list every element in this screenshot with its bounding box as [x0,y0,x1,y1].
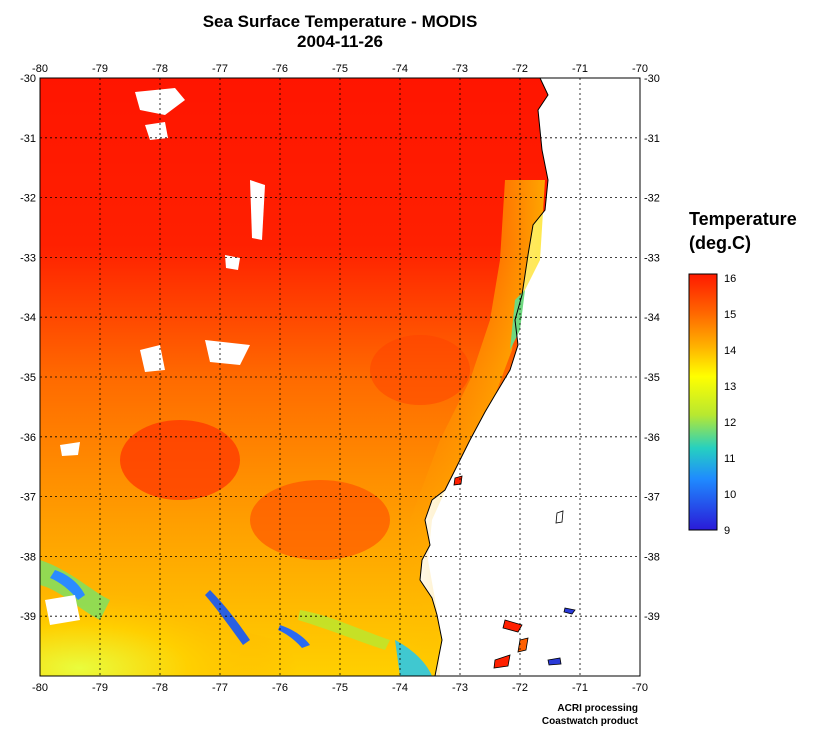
x-tick-label-top: -74 [392,63,408,75]
legend-units: (deg.C) [689,233,751,253]
y-tick-label-left: -31 [20,133,36,145]
x-tick-label-top: -79 [92,63,108,75]
x-tick-label-bottom: -74 [392,682,408,694]
y-tick-label-right: -30 [644,73,660,85]
x-tick-label-top: -75 [332,63,348,75]
x-tick-label-bottom: -77 [212,682,228,694]
y-tick-label-right: -38 [644,551,660,563]
colorbar [688,273,718,531]
y-tick-label-right: -35 [644,372,660,384]
y-tick-label-left: -37 [20,492,36,504]
y-tick-label-right: -37 [644,492,660,504]
y-tick-label-right: -39 [644,611,660,623]
credit-product: Coastwatch product [541,716,638,727]
colorbar-tick-label: 15 [724,309,736,321]
y-tick-label-left: -34 [20,312,36,324]
y-tick-label-right: -33 [644,252,660,264]
x-tick-label-top: -73 [452,63,468,75]
grid-lines [40,78,640,676]
x-tick-label-bottom: -71 [572,682,588,694]
y-tick-label-right: -31 [644,133,660,145]
coastal-islands [453,475,576,669]
x-tick-label-top: -77 [212,63,228,75]
y-tick-label-right: -34 [644,312,660,324]
x-tick-label-bottom: -76 [272,682,288,694]
map-date: 2004-11-26 [296,32,384,51]
x-tick-label-top: -72 [512,63,528,75]
ocean-field [40,78,548,676]
colorbar-tick-label: 14 [724,345,736,357]
y-tick-label-left: -38 [20,551,36,563]
x-tick-label-top: -71 [572,63,588,75]
x-tick-label-top: -70 [632,63,648,75]
credit-processing: ACRI processing [557,703,638,714]
y-tick-label-right: -36 [644,432,660,444]
y-tick-label-left: -32 [20,193,36,205]
coastline [419,77,549,677]
y-tick-label-left: -30 [20,73,36,85]
axis-tick-labels: -80 -80 -79 -79 -78 -78 -77 -77 -76 -76 -75 -75 -74 -… [20,63,660,694]
x-tick-label-bottom: -78 [152,682,168,694]
x-tick-label-bottom: -80 [32,682,48,694]
y-tick-label-left: -35 [20,372,36,384]
colorbar-tick-label: 10 [724,489,736,501]
colorbar-tick-label: 16 [724,273,736,285]
colorbar-tick-label: 12 [724,417,736,429]
x-tick-label-bottom: -72 [512,682,528,694]
map-title: Sea Surface Temperature - MODIS [202,12,478,31]
x-tick-label-top: -80 [32,63,48,75]
y-tick-label-left: -33 [20,252,36,264]
colorbar-tick-label: 9 [724,525,730,537]
x-tick-label-top: -76 [272,63,288,75]
x-tick-label-bottom: -70 [632,682,648,694]
y-tick-label-left: -39 [20,611,36,623]
colorbar-tick-label: 11 [724,453,735,465]
x-tick-label-bottom: -73 [452,682,468,694]
plot-frame [39,77,641,677]
x-tick-label-bottom: -75 [332,682,348,694]
colorbar-ticks: 16 15 14 13 12 11 10 9 [724,273,736,537]
x-tick-label-bottom: -79 [92,682,108,694]
y-tick-label-left: -36 [20,432,36,444]
x-tick-label-top: -78 [152,63,168,75]
colorbar-tick-label: 13 [724,381,736,393]
y-tick-label-right: -32 [644,193,660,205]
legend-title: Temperature [689,209,797,229]
